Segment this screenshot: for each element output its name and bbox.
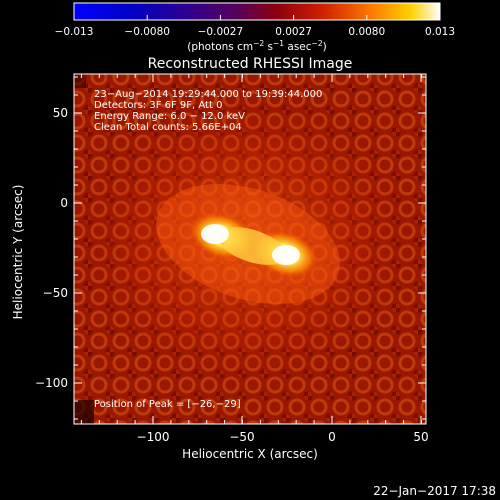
- info-line: Detectors: 3F 6F 9F, Att 0: [94, 100, 222, 111]
- colorbar-units: (photons cm−2 s−1 asec−2): [187, 39, 326, 53]
- x-axis: −100 −50 0 50: [80, 74, 429, 444]
- y-axis: 50 0 −50 −100: [35, 76, 426, 420]
- x-tick-label: 50: [413, 430, 428, 444]
- colorbar-tick-label: 0.0027: [275, 26, 312, 38]
- y-axis-label: Heliocentric Y (arcsec): [11, 185, 25, 320]
- timestamp: 22−Jan−2017 17:38: [373, 484, 496, 498]
- colorbar: −0.013 −0.0080 −0.0027 0.0027 0.0080 0.013 (p…: [55, 2, 455, 53]
- colorbar-tick-label: 0.0080: [348, 26, 385, 38]
- info-line: Energy Range: 6.0 − 12.0 keV: [94, 111, 245, 122]
- x-tick-label: −100: [137, 430, 170, 444]
- y-tick-label: −100: [35, 376, 68, 390]
- info-line: 23−Aug−2014 19:29:44.000 to 19:39:44.000: [94, 89, 322, 100]
- y-tick-label: 0: [60, 196, 68, 210]
- rhessi-image: [74, 74, 426, 424]
- peak-position-text: Position of Peak = [−26,−29]: [94, 399, 241, 410]
- colorbar-tick-label: −0.0080: [124, 26, 170, 38]
- plot-frame: [73, 73, 427, 425]
- x-tick-label: −50: [229, 430, 254, 444]
- y-tick-label: −50: [43, 286, 68, 300]
- x-axis-label: Heliocentric X (arcsec): [182, 447, 318, 461]
- colorbar-tick-label: 0.013: [425, 26, 455, 38]
- plot-title: Reconstructed RHESSI Image: [148, 56, 353, 72]
- colorbar-tick-labels: −0.013 −0.0080 −0.0027 0.0027 0.0080 0.013: [55, 26, 455, 38]
- colorbar-gradient: [73, 2, 441, 21]
- x-tick-label: 0: [328, 430, 336, 444]
- colorbar-tick-label: −0.0027: [198, 26, 244, 38]
- y-tick-label: 50: [53, 106, 68, 120]
- colorbar-tick-label: −0.013: [55, 26, 94, 38]
- colorbar-tick-marks: [73, 15, 441, 20]
- info-line: Clean Total counts: 5.66E+04: [94, 122, 242, 133]
- image-info: 23−Aug−2014 19:29:44.000 to 19:39:44.000…: [94, 89, 322, 133]
